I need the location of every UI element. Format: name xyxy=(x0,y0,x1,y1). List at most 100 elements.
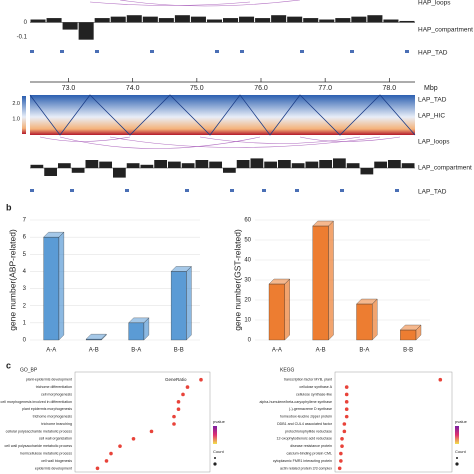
y-tick-label: -0.1 xyxy=(17,34,28,40)
bar xyxy=(209,161,222,168)
term-label: disease resistance protein xyxy=(290,444,332,448)
bar xyxy=(110,16,126,23)
bar-top xyxy=(170,266,192,272)
bar-top xyxy=(399,324,422,331)
bar xyxy=(383,19,399,23)
bar-side xyxy=(58,231,65,341)
bar xyxy=(264,161,277,168)
term-label: cell wall biogenesis xyxy=(41,459,72,463)
dot xyxy=(95,466,100,471)
term-label: (-)-germacrene D synthase xyxy=(289,407,332,411)
bar-side xyxy=(186,266,192,341)
bar xyxy=(195,160,209,168)
x-unit: Mbp xyxy=(424,85,438,92)
bar xyxy=(360,168,374,175)
y-tick-label: 4 xyxy=(23,269,27,275)
hic-triangles xyxy=(29,94,416,136)
bar xyxy=(128,322,145,341)
y-tick-label: 1 xyxy=(23,320,27,326)
x-tick-label: 78.0 xyxy=(383,85,397,92)
track-label: LAP_TAD xyxy=(418,189,447,196)
term-label: cell morphogenesis involved in different… xyxy=(1,400,72,404)
colorbar xyxy=(22,96,26,134)
y-axis-title: gene number(ABP-related) xyxy=(7,229,17,331)
bar xyxy=(223,168,236,173)
bar xyxy=(356,303,373,341)
term-label: DDB1 and CUL4 associated factor xyxy=(277,422,333,426)
y-tick-label: 60 xyxy=(244,218,251,224)
bar xyxy=(30,19,46,23)
panel-label: c xyxy=(6,360,11,370)
legend-title: pvalue xyxy=(455,419,468,424)
legend-title: pvalue xyxy=(213,419,226,424)
bar xyxy=(312,225,329,341)
legend-colorbar xyxy=(213,426,217,444)
term-label: cellulose synthase A xyxy=(299,385,332,389)
bar xyxy=(58,163,71,168)
y-tick-label: 5 xyxy=(23,252,27,258)
x-tick-label: 76.0 xyxy=(254,85,268,92)
x-tick-label: B-B xyxy=(403,348,413,354)
bar-top xyxy=(43,231,65,238)
bar xyxy=(236,160,250,168)
dot xyxy=(344,400,349,404)
bar xyxy=(78,22,94,40)
bar xyxy=(303,18,319,23)
x-tick-label: 73.0 xyxy=(62,85,76,92)
bar xyxy=(305,161,319,168)
dot xyxy=(340,436,344,441)
x-tick-label: 74.0 xyxy=(126,85,140,92)
loop-arcs xyxy=(39,0,401,149)
y-tick-label: 3 xyxy=(23,286,27,292)
tad-marks xyxy=(30,50,409,192)
bar xyxy=(126,163,140,168)
bar xyxy=(268,283,285,341)
term-label: cellular polysaccharide metabolic proces… xyxy=(6,429,73,433)
dot xyxy=(199,377,203,382)
term-label: trichome branching xyxy=(41,422,72,426)
dot xyxy=(104,459,109,463)
colorbar-label: 2.0 xyxy=(12,101,20,107)
bar xyxy=(168,161,181,168)
bar xyxy=(44,168,57,176)
bar xyxy=(346,163,360,168)
dot xyxy=(344,414,349,419)
bar xyxy=(399,20,415,23)
track-label: HAP_TAD xyxy=(418,50,448,57)
term-label: alpha-humulene/beta-caryophyllene syntha… xyxy=(259,400,332,404)
track-label: HAP_compartment xyxy=(418,27,473,34)
bar xyxy=(154,160,167,168)
bar xyxy=(351,16,367,23)
bar-side xyxy=(328,220,334,341)
bar xyxy=(250,158,264,168)
x-tick-label: A-A xyxy=(272,348,282,354)
dot xyxy=(342,429,347,434)
bar xyxy=(291,163,305,168)
dot xyxy=(172,422,176,426)
bar xyxy=(181,163,195,168)
bar xyxy=(30,164,44,168)
x-tick-label: A-B xyxy=(316,348,326,354)
size-title: Count xyxy=(213,449,225,454)
dot xyxy=(340,444,344,448)
bar xyxy=(46,18,62,23)
bar xyxy=(190,16,206,23)
term-label: homeobox-leucine zipper protein xyxy=(280,415,332,419)
bar xyxy=(94,18,110,23)
dot xyxy=(185,385,190,389)
plot-frame xyxy=(74,371,211,473)
size-key xyxy=(214,457,216,459)
bar xyxy=(62,22,78,30)
track-label: HAP_loops xyxy=(418,0,451,7)
bar xyxy=(71,168,85,173)
term-label: calcium-binding protein CML xyxy=(286,451,332,455)
dot xyxy=(131,436,136,441)
term-label: cell morphogenesis xyxy=(41,392,72,396)
term-label: plant-epidermis development xyxy=(26,378,72,382)
y-tick-label: 30 xyxy=(244,278,251,284)
bar xyxy=(255,18,271,23)
bar xyxy=(140,164,154,168)
bar xyxy=(400,329,417,341)
term-label: cellulose synthase-like xyxy=(296,392,332,396)
